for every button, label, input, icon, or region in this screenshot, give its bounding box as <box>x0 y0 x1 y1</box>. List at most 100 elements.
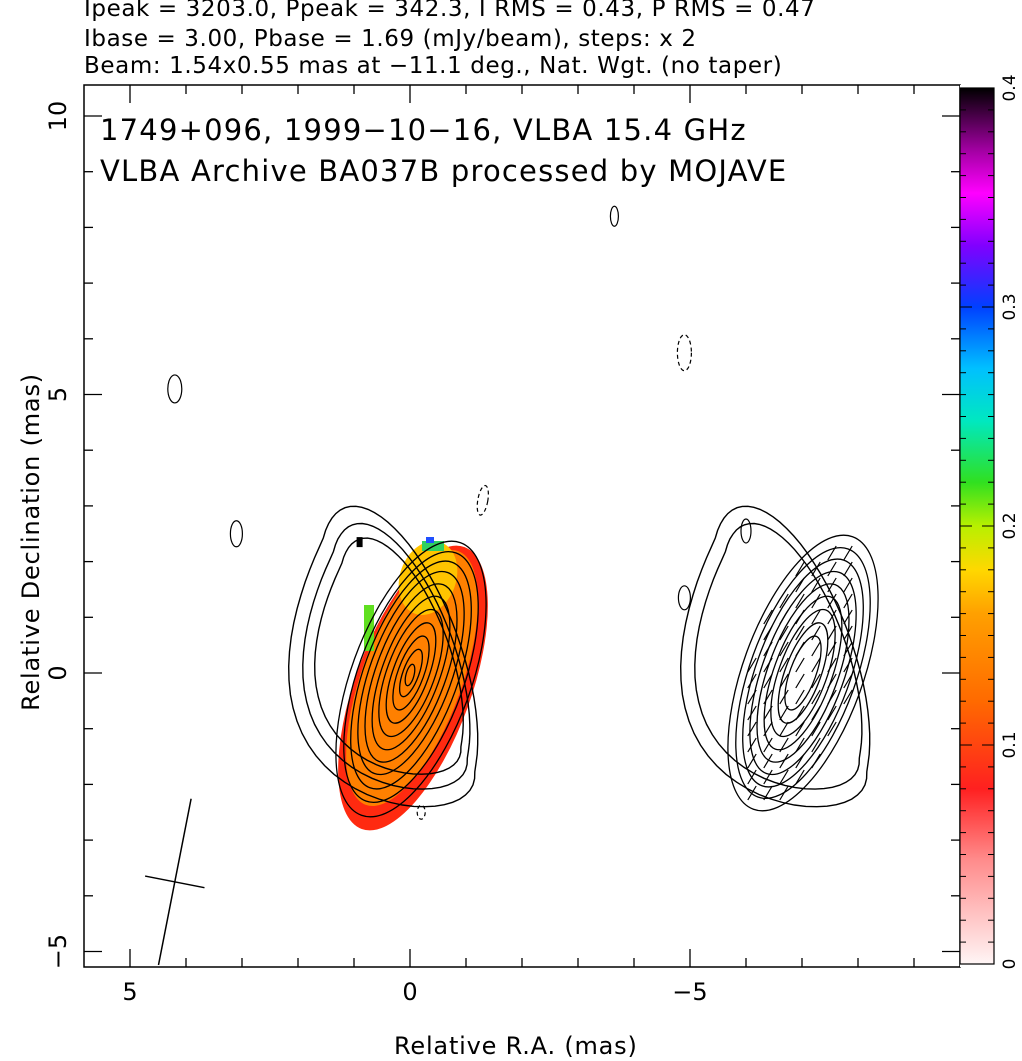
pol-contour <box>777 622 829 724</box>
evpa-tick <box>795 769 805 785</box>
evpa-tick <box>795 625 805 641</box>
intensity-contour <box>385 622 437 724</box>
header-stats-line: Ipeak = 3203.0, Ppeak = 342.3, I RMS = 0… <box>84 0 816 22</box>
x-tick-label: 5 <box>122 978 137 1006</box>
evpa-tick <box>843 673 853 689</box>
evpa-tick <box>779 689 789 705</box>
x-axis-label: Relative R.A. (mas) <box>394 1032 638 1060</box>
frac-pol-fill-green <box>364 605 374 651</box>
evpa-tick <box>827 625 837 641</box>
x-tick-label: −5 <box>672 978 707 1006</box>
intensity-contour-outer <box>313 537 464 775</box>
intensity-contour <box>335 540 487 818</box>
intensity-panel <box>287 505 488 831</box>
intensity-contour <box>350 560 472 790</box>
core-contour <box>404 663 416 687</box>
intensity-contour <box>378 608 444 738</box>
evpa-tick <box>843 593 853 609</box>
plot-frame <box>83 84 961 968</box>
evpa-tick <box>827 705 837 721</box>
noise-contour-negative <box>476 484 489 516</box>
pol-contour <box>784 635 822 711</box>
pol-contour-outer <box>694 522 863 790</box>
colorbar-ticks: 0 0.1 0.2 0.3 0.4 <box>960 74 1020 969</box>
pol-contour-outer <box>679 505 871 808</box>
evpa-tick <box>843 689 853 705</box>
evpa-tick <box>843 641 853 657</box>
evpa-tick <box>827 689 837 705</box>
evpa-tick <box>843 625 853 641</box>
evpa-tick <box>811 737 821 753</box>
axis-ticks <box>84 85 971 967</box>
evpa-tick <box>763 785 773 801</box>
evpa-tick <box>827 561 837 577</box>
header-base-line: Ibase = 3.00, Pbase = 1.69 (mJy/beam), s… <box>84 26 697 52</box>
beam-ellipse-marker <box>144 798 205 966</box>
evpa-tick <box>827 673 837 689</box>
colorbar-tick-label: 0 <box>1000 959 1020 970</box>
evpa-tick <box>763 689 773 705</box>
evpa-tick <box>779 705 789 721</box>
evpa-tick <box>811 657 821 673</box>
pol-contour <box>727 534 879 812</box>
pol-contour <box>742 558 864 788</box>
beam-minor-axis <box>144 875 205 889</box>
evpa-tick <box>811 689 821 705</box>
evpa-tick <box>747 753 757 769</box>
colorbar-tick-label: 0.1 <box>1000 731 1020 758</box>
evpa-tick <box>763 609 773 625</box>
evpa-tick <box>779 657 789 673</box>
axis-tick-labels: 5 0 −5 −5 0 5 10 <box>44 101 708 1006</box>
pol-contour <box>749 570 857 776</box>
contour-blip <box>356 537 363 548</box>
colorbar-tick-label: 0.4 <box>1000 74 1020 101</box>
evpa-tick <box>811 721 821 737</box>
source-title: 1749+096, 1999−10−16, VLBA 15.4 GHz <box>100 113 747 147</box>
evpa-tick <box>811 609 821 625</box>
evpa-tick <box>795 593 805 609</box>
evpa-tick <box>747 673 757 689</box>
evpa-tick <box>827 609 837 625</box>
colorbar-tick-label: 0.3 <box>1000 293 1020 320</box>
evpa-tick <box>747 785 757 801</box>
evpa-tick <box>843 561 853 577</box>
evpa-tick <box>747 769 757 785</box>
evpa-tick <box>827 657 837 673</box>
noise-contour-negative <box>676 334 693 372</box>
evpa-tick <box>779 625 789 641</box>
evpa-tick <box>811 561 821 577</box>
intensity-contour <box>398 648 424 698</box>
noise-contour <box>609 205 620 227</box>
evpa-tick <box>827 593 837 609</box>
evpa-tick <box>779 673 789 689</box>
evpa-tick <box>843 609 853 625</box>
evpa-tick <box>843 545 853 561</box>
x-tick-label: 0 <box>402 978 417 1006</box>
evpa-tick <box>763 753 773 769</box>
evpa-tick <box>763 625 773 641</box>
evpa-tick <box>811 625 821 641</box>
evpa-tick <box>763 657 773 673</box>
y-tick-label: −5 <box>44 934 72 969</box>
evpa-tick <box>747 657 757 673</box>
evpa-tick <box>795 705 805 721</box>
evpa-tick <box>795 577 805 593</box>
y-axis-label: Relative Declination (mas) <box>17 373 45 711</box>
header-beam-line: Beam: 1.54x0.55 mas at −11.1 deg., Nat. … <box>84 53 783 79</box>
intensity-contour <box>371 595 451 751</box>
noise-contours <box>167 205 752 820</box>
evpa-tick <box>795 609 805 625</box>
intensity-contour <box>364 583 458 763</box>
evpa-tick <box>843 577 853 593</box>
y-tick-label: 0 <box>44 665 72 680</box>
evpa-tick <box>827 545 837 561</box>
evpa-tick <box>763 721 773 737</box>
evpa-tick <box>811 705 821 721</box>
evpa-tick <box>795 673 805 689</box>
polarization-panel <box>679 505 879 812</box>
evpa-tick <box>779 753 789 769</box>
evpa-tick <box>827 577 837 593</box>
evpa-tick <box>811 641 821 657</box>
evpa-tick <box>811 753 821 769</box>
noise-contour <box>740 518 752 544</box>
